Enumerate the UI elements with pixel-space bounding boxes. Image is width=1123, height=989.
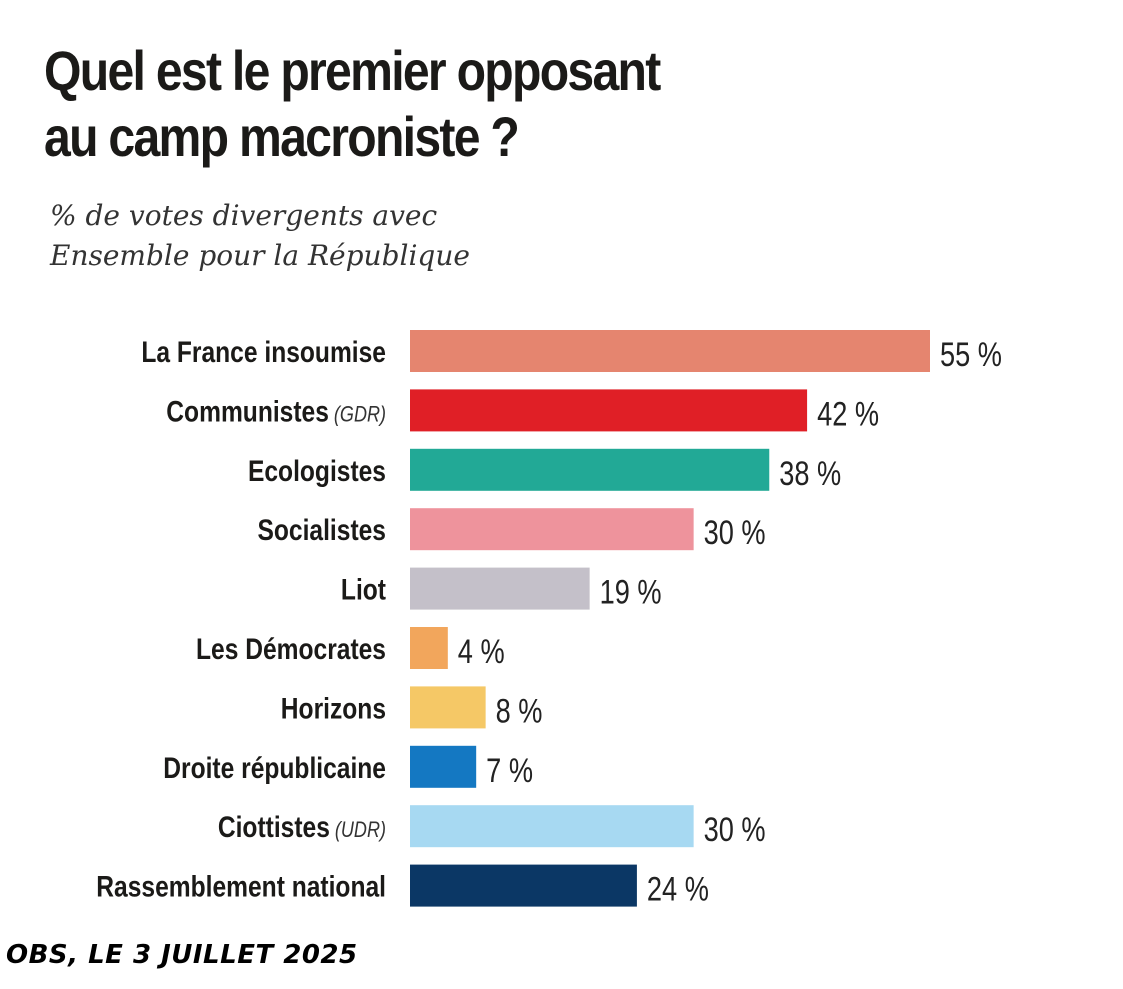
bar: [410, 686, 486, 729]
chart-subtitle-line-1: % de votes divergents avec: [50, 199, 438, 232]
bar: [410, 627, 448, 669]
bar-row: Ciottistes (UDR) 30 %: [218, 805, 766, 849]
bar-row: Droite républicaine 7 %: [163, 745, 533, 790]
chart-title-line-1: Quel est le premier opposant: [44, 39, 661, 102]
category-label: Rassemblement national: [96, 869, 386, 903]
value-label: 30 %: [704, 513, 766, 552]
category-label: Ciottistes (UDR): [218, 810, 386, 844]
chart-title: Quel est le premier opposant au camp mac…: [44, 38, 732, 170]
category-label: Les Démocrates: [196, 632, 386, 666]
value-label: 42 %: [817, 394, 879, 433]
category-label: Liot: [341, 572, 386, 606]
bar-row: Rassemblement national 24 %: [96, 864, 709, 909]
bar: [410, 805, 694, 848]
bar-row: Communistes (GDR) 42 %: [166, 389, 879, 433]
bar: [410, 508, 694, 551]
category-note: (GDR): [329, 403, 386, 427]
bar: [410, 389, 808, 432]
bar-row: La France insoumise 55 %: [141, 330, 1002, 374]
bar-row: Socialistes 30 %: [258, 508, 766, 552]
source-credit: OBS, LE 3 JUILLET 2025: [6, 940, 358, 970]
value-label: 19 %: [600, 573, 662, 612]
bar-row: Ecologistes 38 %: [248, 448, 841, 493]
value-label: 7 %: [486, 751, 533, 790]
category-label: La France insoumise: [141, 335, 386, 369]
chart-subtitle: % de votes divergents avec Ensemble pour…: [50, 196, 650, 276]
bar: [410, 567, 590, 610]
value-label: 55 %: [940, 335, 1002, 374]
bar: [410, 745, 477, 788]
value-label: 30 %: [704, 810, 766, 849]
value-label: 38 %: [779, 454, 841, 493]
category-label: Socialistes: [258, 513, 386, 547]
bar-row: Les Démocrates 4 %: [196, 627, 505, 671]
bar: [410, 330, 930, 372]
value-label: 8 %: [496, 691, 543, 730]
bar-row: Liot 19 %: [341, 567, 662, 612]
chart-subtitle-line-2: Ensemble pour la République: [50, 239, 470, 272]
category-note: (UDR): [330, 819, 386, 843]
chart-title-line-2: au camp macroniste ?: [44, 105, 520, 168]
category-label: Ecologistes: [248, 453, 386, 487]
category-label: Droite républicaine: [163, 750, 386, 784]
category-label: Communistes (GDR): [166, 394, 386, 428]
value-label: 24 %: [647, 870, 709, 909]
bar-row: Horizons 8 %: [281, 686, 543, 730]
bar: [410, 864, 637, 907]
category-label: Horizons: [281, 691, 386, 725]
value-label: 4 %: [458, 632, 505, 671]
bar: [410, 448, 770, 491]
